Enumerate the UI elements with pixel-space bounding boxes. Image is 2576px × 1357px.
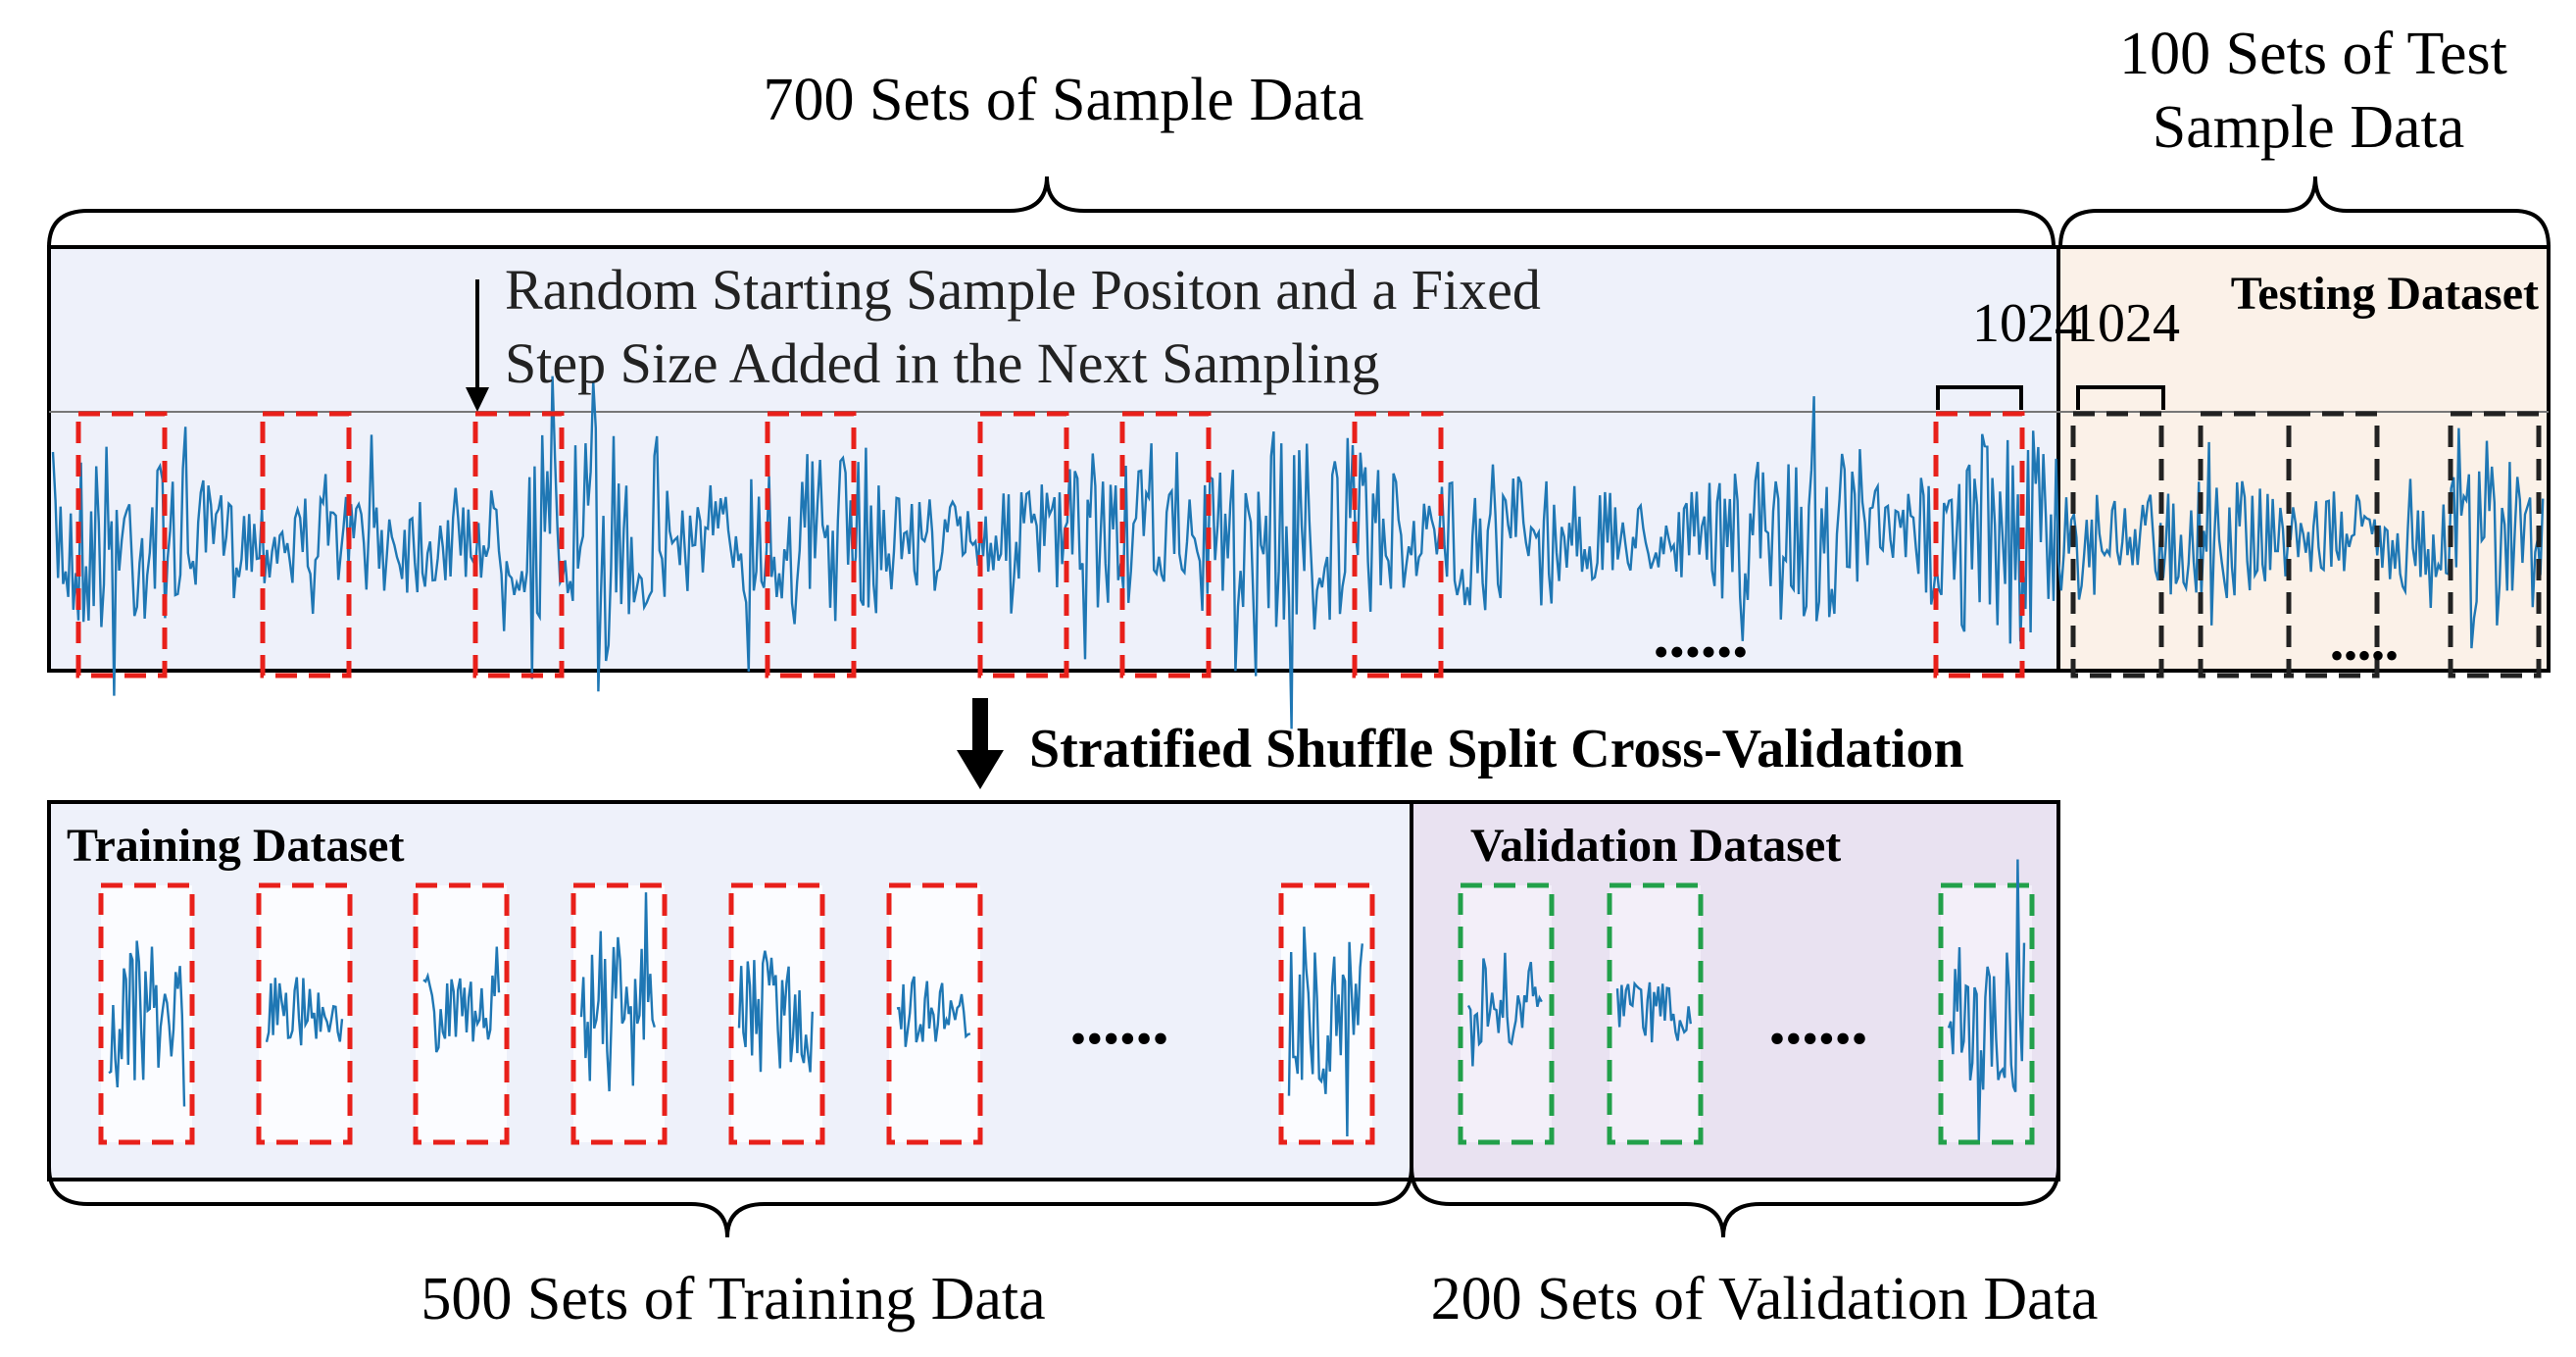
split-arrow-head	[957, 750, 1004, 789]
window-length-train-bracket	[1936, 385, 2023, 410]
validation-data-brace	[1410, 1166, 2060, 1238]
training-dataset-label: Training Dataset	[67, 820, 404, 872]
validation-window-signal	[1615, 980, 1692, 1043]
window-length-test-bracket	[2076, 385, 2165, 410]
sample-window	[260, 411, 352, 678]
test-ellipsis: •••••	[2330, 633, 2399, 678]
vibration-signal	[51, 376, 2545, 729]
test-window	[2448, 411, 2542, 678]
sample-windows	[75, 411, 2542, 678]
testing-dataset-label: Testing Dataset	[2231, 268, 2539, 320]
window-length-test: 1024	[2070, 293, 2180, 354]
split-method-label: Stratified Shuffle Split Cross-Validatio…	[1029, 719, 1964, 779]
training-window-signal	[737, 950, 814, 1073]
test-window	[2070, 411, 2164, 678]
training-data-label: 500 Sets of Training Data	[421, 1266, 1045, 1332]
sample-data-panel	[47, 245, 2060, 673]
training-windows	[98, 882, 1375, 1145]
validation-dataset-label: Validation Dataset	[1470, 820, 1841, 872]
test-data-panel	[2056, 245, 2551, 673]
training-window-signal	[422, 946, 501, 1053]
sample-window	[1352, 411, 1444, 678]
validation-window-signal	[1466, 952, 1543, 1067]
test-data-brace	[2058, 176, 2551, 248]
training-window-signal	[896, 976, 971, 1047]
sample-data-brace	[47, 176, 2056, 248]
training-data-brace	[47, 1166, 1413, 1238]
test-window	[2286, 411, 2380, 678]
training-ellipsis: ••••••	[1070, 1013, 1169, 1065]
test-data-label-line2: Sample Data	[2153, 94, 2465, 161]
sample-window	[1119, 411, 1212, 678]
validation-windows	[1458, 859, 2035, 1145]
training-window	[98, 882, 195, 1145]
sample-data-label: 700 Sets of Sample Data	[763, 67, 1363, 133]
start-position-arrow-head	[466, 387, 489, 412]
validation-window	[1607, 882, 1704, 1145]
sampling-annotation-line1: Random Starting Sample Positon and a Fix…	[505, 258, 1541, 322]
sample-ellipsis: ••••••	[1654, 627, 1749, 677]
sampling-annotation-line2: Step Size Added in the Next Sampling	[505, 331, 1379, 395]
sample-window	[765, 411, 857, 678]
sample-window	[75, 411, 168, 678]
sample-window	[1933, 411, 2025, 678]
training-window-signal	[1287, 927, 1363, 1137]
training-window-signal	[579, 892, 656, 1092]
window-length-train: 1024	[1972, 293, 2082, 354]
training-window	[570, 882, 668, 1145]
validation-data-label: 200 Sets of Validation Data	[1431, 1266, 2099, 1332]
training-window-signal	[108, 940, 186, 1107]
validation-window-signal	[1947, 859, 2026, 1141]
validation-ellipsis: ••••••	[1769, 1013, 1868, 1065]
test-data-label-line1: 100 Sets of Test	[2119, 21, 2507, 87]
training-window-signal	[265, 977, 344, 1046]
sample-window	[472, 411, 565, 678]
sample-window	[977, 411, 1069, 678]
